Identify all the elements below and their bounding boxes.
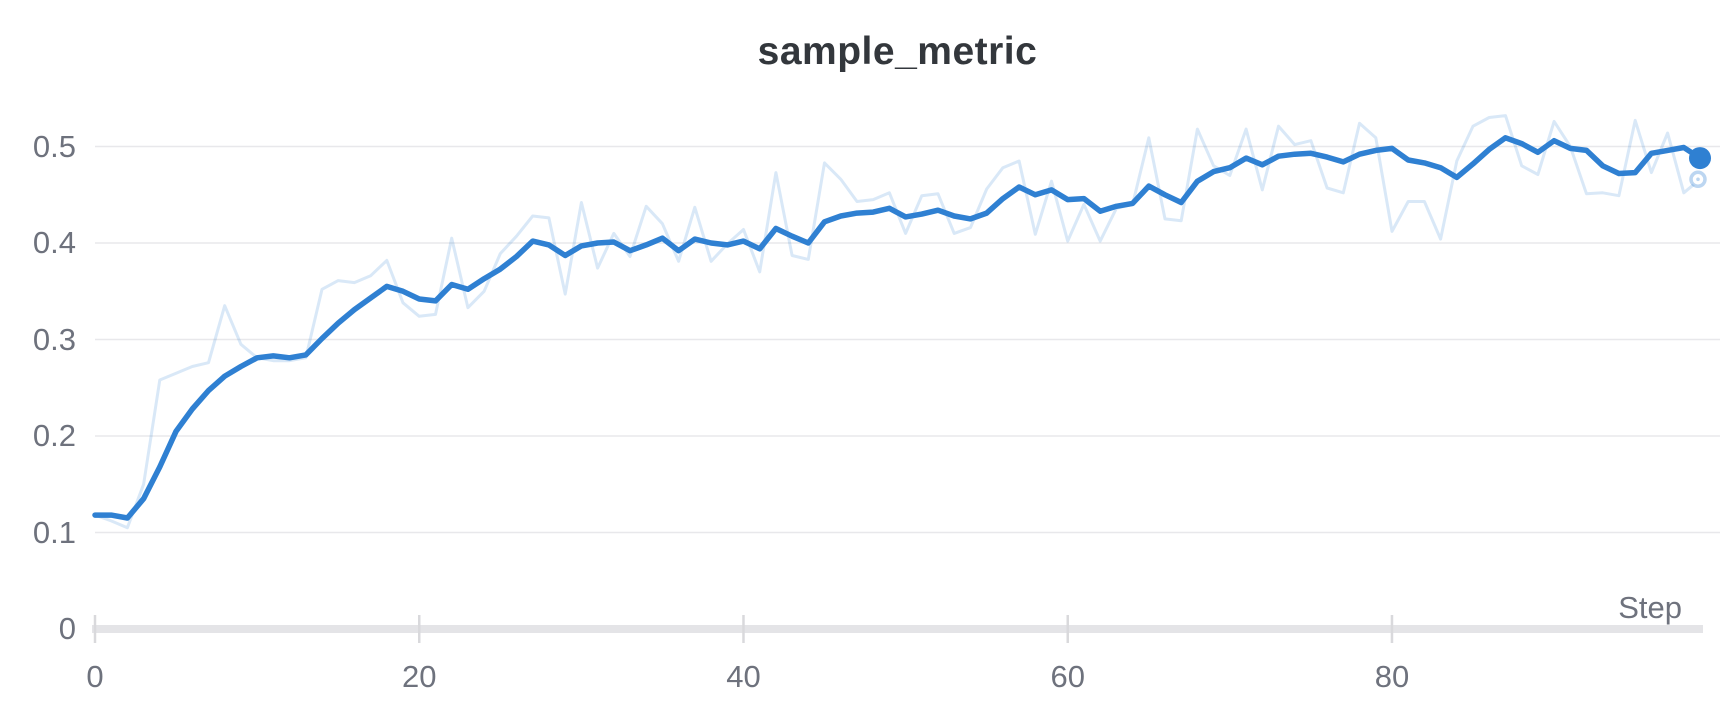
y-tick-label-0.1: 0.1 bbox=[32, 514, 76, 550]
x-axis-title: Step bbox=[1618, 590, 1682, 625]
raw-endpoint-ring bbox=[1689, 170, 1707, 189]
y-tick-label-0.5: 0.5 bbox=[32, 128, 76, 164]
y-tick-label-0.4: 0.4 bbox=[32, 225, 76, 260]
y-tick-label-0.3: 0.3 bbox=[32, 321, 76, 357]
y-tick-label-0: 0 bbox=[58, 611, 76, 646]
x-tick-label-40: 40 bbox=[726, 659, 761, 694]
smoothed-endpoint-dot[interactable] bbox=[1689, 147, 1711, 170]
x-axis-line bbox=[92, 625, 1703, 633]
x-tick-label-60: 60 bbox=[1050, 659, 1085, 694]
x-tick-label-80: 80 bbox=[1374, 659, 1410, 694]
raw-endpoint-center-dot bbox=[1696, 177, 1700, 182]
x-tick-label-20: 20 bbox=[401, 659, 437, 694]
smoothed-series-line[interactable] bbox=[92, 135, 1703, 521]
x-tick-label-0: 0 bbox=[86, 659, 104, 694]
chart-title: sample_metric bbox=[757, 30, 1038, 73]
y-tick-label-0.2: 0.2 bbox=[32, 418, 76, 453]
